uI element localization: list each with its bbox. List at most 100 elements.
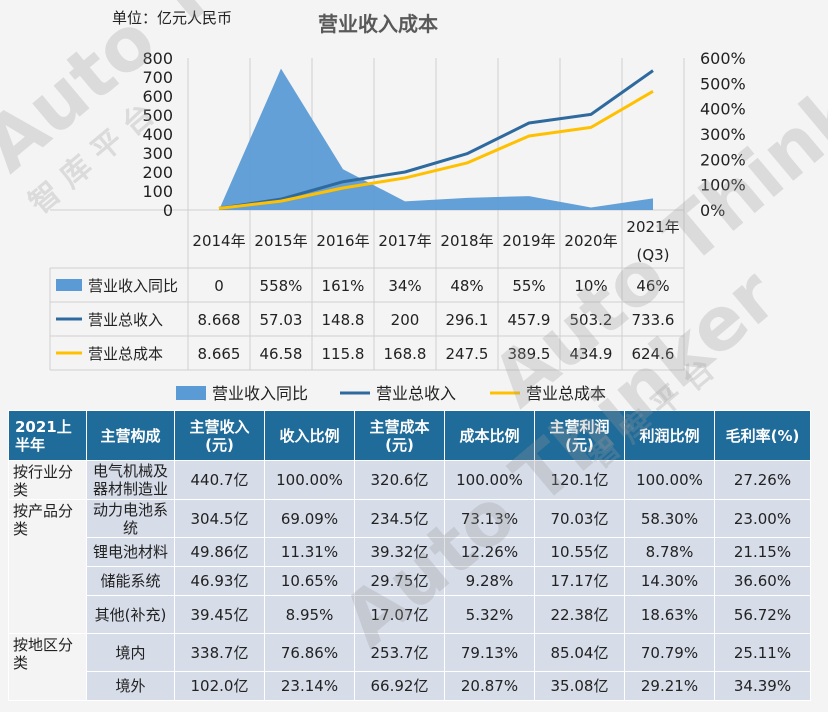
- table-cell: 14.30%: [624, 566, 715, 596]
- data-label: 457.9: [508, 311, 551, 329]
- table-cell: 25.11%: [714, 633, 811, 672]
- table-cell: 29.21%: [624, 671, 715, 701]
- table-row: 境外 102.0亿 23.14% 66.92亿 20.87% 35.08亿 29.21% 34…: [9, 671, 811, 701]
- table-cell: 320.6亿: [354, 460, 445, 500]
- data-label: 558%: [260, 277, 303, 295]
- table-group-label: 按行业分类: [8, 460, 87, 500]
- table-segment-cell: 电气机械及器材制造业: [86, 460, 175, 500]
- y-right-tick-label: 400%: [700, 100, 746, 119]
- data-label: 624.6: [632, 345, 675, 363]
- data-label: 247.5: [446, 345, 489, 363]
- series-line-营业总收入: [218, 69, 654, 210]
- table-cell: 304.5亿: [174, 499, 265, 538]
- data-label: 57.03: [260, 311, 303, 329]
- data-label: 434.9: [570, 345, 613, 363]
- y-left-tick-label: 800: [142, 49, 173, 68]
- table-row: 锂电池材料 49.86亿 11.31% 39.32亿 12.26% 10.55亿 8.78%…: [9, 537, 811, 567]
- table-header-cell: 主营构成: [86, 410, 175, 461]
- x-tick-label: 2019年: [502, 232, 555, 250]
- data-label: 48%: [450, 277, 483, 295]
- table-cell: 8.95%: [264, 595, 355, 634]
- data-label: 296.1: [446, 311, 489, 329]
- table-row: 按行业分类 电气机械及器材制造业 440.7亿 100.00% 320.6亿 100.00…: [8, 460, 811, 500]
- table-cell: 120.1亿: [534, 460, 625, 500]
- table-cell: 23.00%: [714, 499, 811, 538]
- table-header-cell: 主营成本(元): [354, 410, 445, 461]
- data-label: 8.668: [198, 311, 241, 329]
- table-segment-cell: 境内: [86, 633, 175, 672]
- table-cell: 9.28%: [444, 566, 535, 596]
- table-series-name: 营业收入同比: [88, 277, 178, 295]
- data-label: 0: [214, 277, 224, 295]
- table-row: 按地区分类 境内 338.7亿 76.86% 253.7亿 79.13% 85.04亿 70.…: [8, 633, 811, 701]
- table-cell: 34.39%: [714, 671, 811, 701]
- table-cell: 20.87%: [444, 671, 535, 701]
- data-label: 34%: [388, 277, 421, 295]
- table-row: 按产品分类 动力电池系统 304.5亿 69.09% 234.5亿 73.13% 70.03…: [8, 499, 811, 634]
- data-label: 389.5: [508, 345, 551, 363]
- table-cell: 36.60%: [714, 566, 811, 596]
- data-label: 46%: [636, 277, 669, 295]
- y-left-tick-label: 100: [142, 182, 173, 201]
- table-cell: 76.86%: [264, 633, 355, 672]
- data-label: 200: [391, 311, 420, 329]
- x-tick-label: 2016年: [316, 232, 369, 250]
- x-tick-label: 2018年: [440, 232, 493, 250]
- y-left-tick-label: 600: [142, 87, 173, 106]
- data-label: 55%: [512, 277, 545, 295]
- series-area-营业收入同比: [219, 68, 653, 210]
- data-label: 46.58: [260, 345, 303, 363]
- revenue-cost-chart: 01002003004005006007008000%100%200%300%4…: [49, 49, 746, 403]
- table-cell: 22.38亿: [534, 595, 625, 634]
- table-cell: 70.03亿: [534, 499, 625, 538]
- table-header-cell: 2021上半年: [8, 410, 87, 461]
- table-cell: 17.17亿: [534, 566, 625, 596]
- x-tick-label-sub: (Q3): [636, 246, 669, 264]
- table-row: 储能系统 46.93亿 10.65% 29.75亿 9.28% 17.17亿 14.30% 3…: [9, 566, 811, 596]
- table-cell: 46.93亿: [174, 566, 265, 596]
- x-tick-label: 2017年: [378, 232, 431, 250]
- table-header-cell: 主营收入(元): [174, 410, 265, 461]
- table-segment-cell: 境外: [86, 671, 175, 701]
- legend-key: [176, 386, 206, 400]
- table-cell: 10.65%: [264, 566, 355, 596]
- table-cell: 11.31%: [264, 537, 355, 567]
- table-cell: 56.72%: [714, 595, 811, 634]
- table-cell: 39.32亿: [354, 537, 445, 567]
- data-label: 503.2: [570, 311, 613, 329]
- table-group-label: 按产品分类: [8, 499, 87, 634]
- x-tick-label: 2021年: [626, 218, 679, 236]
- table-header-row: 2021上半年 主营构成 主营收入(元) 收入比例 主营成本(元) 成本比例 主营利润(元)…: [8, 410, 811, 461]
- table-cell: 35.08亿: [534, 671, 625, 701]
- y-right-tick-label: 600%: [700, 49, 746, 68]
- table-cell: 70.79%: [624, 633, 715, 672]
- table-cell: 12.26%: [444, 537, 535, 567]
- table-cell: 10.55亿: [534, 537, 625, 567]
- table-group-label: 按地区分类: [8, 633, 87, 701]
- y-right-tick-label: 100%: [700, 176, 746, 195]
- table-cell: 234.5亿: [354, 499, 445, 538]
- table-cell: 23.14%: [264, 671, 355, 701]
- y-left-tick-label: 0: [163, 201, 173, 220]
- legend-label: 营业总成本: [526, 384, 606, 403]
- x-tick-label: 2014年: [192, 232, 245, 250]
- table-cell: 18.63%: [624, 595, 715, 634]
- table-cell: 21.15%: [714, 537, 811, 567]
- table-cell: 100.00%: [624, 460, 715, 500]
- x-tick-label: 2015年: [254, 232, 307, 250]
- table-cell: 253.7亿: [354, 633, 445, 672]
- table-cell: 49.86亿: [174, 537, 265, 567]
- table-cell: 66.92亿: [354, 671, 445, 701]
- table-cell: 39.45亿: [174, 595, 265, 634]
- data-label: 148.8: [322, 311, 365, 329]
- table-cell: 440.7亿: [174, 460, 265, 500]
- table-cell: 100.00%: [444, 460, 535, 500]
- y-right-tick-label: 200%: [700, 150, 746, 169]
- table-legend-key: [56, 279, 82, 291]
- y-right-tick-label: 500%: [700, 74, 746, 93]
- y-left-tick-label: 200: [142, 163, 173, 182]
- data-label: 8.665: [198, 345, 241, 363]
- table-cell: 338.7亿: [174, 633, 265, 672]
- table-cell: 73.13%: [444, 499, 535, 538]
- table-segment-cell: 锂电池材料: [86, 537, 175, 567]
